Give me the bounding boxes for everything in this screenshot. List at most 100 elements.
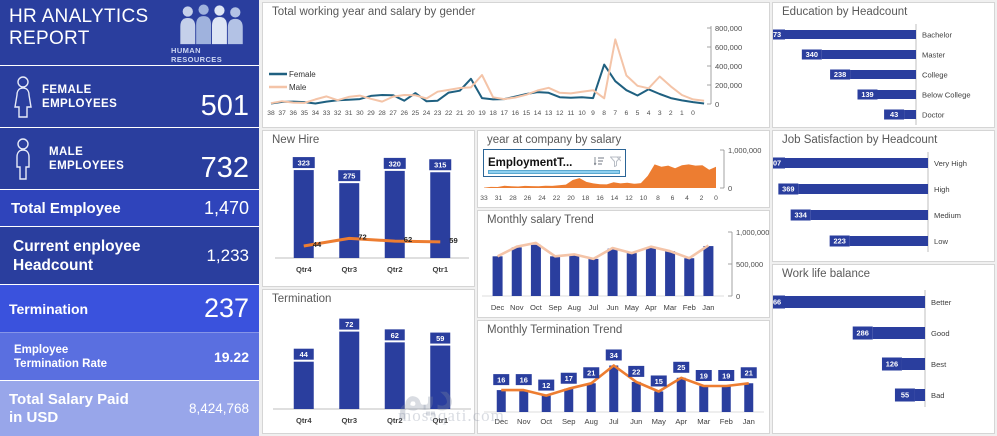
- svg-text:59: 59: [449, 236, 457, 245]
- svg-text:20: 20: [567, 195, 575, 202]
- svg-text:37: 37: [278, 110, 286, 117]
- kpi-total-employee: Total Employee 1,470: [0, 189, 259, 226]
- svg-text:May: May: [625, 303, 640, 312]
- kpi-label: Total Employee: [11, 199, 121, 217]
- svg-text:Very High: Very High: [934, 159, 967, 168]
- svg-text:College: College: [922, 70, 948, 79]
- chart-work-life-balance[interactable]: Work life balance 766 Better 286 Good 126 Bes…: [772, 264, 995, 434]
- svg-text:1,000,000: 1,000,000: [728, 146, 761, 155]
- chart-title: Monthly Termination Trend: [487, 324, 623, 336]
- svg-text:126: 126: [886, 360, 898, 369]
- svg-text:Jun: Jun: [606, 303, 618, 312]
- human-resources-logo: HUMAN RESOURCES: [171, 4, 253, 64]
- svg-text:25: 25: [412, 110, 420, 117]
- svg-text:315: 315: [434, 161, 446, 170]
- svg-text:18: 18: [489, 110, 497, 117]
- svg-text:28: 28: [378, 110, 386, 117]
- svg-text:25: 25: [677, 363, 685, 372]
- svg-text:Apr: Apr: [675, 417, 687, 426]
- chart-title: Total working year and salary by gender: [272, 6, 476, 18]
- chart-monthly-salary-trend[interactable]: Monthly salary Trend Dec Nov Oct Sep Aug Jul J…: [477, 210, 770, 318]
- svg-text:30: 30: [356, 110, 364, 117]
- svg-text:24: 24: [423, 110, 431, 117]
- male-person-icon: [4, 137, 42, 181]
- employment-type-slicer[interactable]: EmploymentT...: [483, 149, 626, 177]
- svg-text:Jul: Jul: [589, 303, 599, 312]
- svg-text:Jul: Jul: [609, 417, 619, 426]
- svg-text:28: 28: [509, 195, 517, 202]
- svg-text:473: 473: [773, 30, 781, 39]
- svg-text:22: 22: [632, 367, 640, 376]
- svg-text:286: 286: [857, 329, 869, 338]
- dashboard-header: HR ANALYTICS REPORT: [0, 0, 259, 65]
- chart-termination-by-quarter[interactable]: Termination 44 Qtr4 72 Qtr3 62 Qtr2 59 Qtr1: [262, 289, 475, 434]
- svg-text:0: 0: [691, 110, 695, 117]
- chart-education-by-headcount[interactable]: Education by Headcount 473 Bachelor 340 Mas…: [772, 2, 995, 128]
- chart-new-hire[interactable]: New Hire 323 Qtr4 275 Qtr3 320 Qtr2 315 Qtr1 44 7…: [262, 130, 475, 287]
- svg-text:31: 31: [345, 110, 353, 117]
- svg-text:10: 10: [640, 195, 648, 202]
- svg-text:238: 238: [834, 70, 846, 79]
- svg-text:13: 13: [545, 110, 553, 117]
- chart-job-satisfaction-by-headcount[interactable]: Job Satisfaction by Headcount 407 Very Hi…: [772, 130, 995, 262]
- svg-text:18: 18: [582, 195, 590, 202]
- chart-title: Work life balance: [782, 268, 870, 280]
- svg-text:6: 6: [671, 195, 675, 202]
- svg-text:Bachelor: Bachelor: [922, 30, 952, 39]
- svg-text:32: 32: [334, 110, 342, 117]
- svg-text:323: 323: [298, 158, 310, 167]
- svg-text:36: 36: [289, 110, 297, 117]
- chart-title: year at company by salary: [487, 134, 622, 146]
- svg-text:24: 24: [538, 195, 546, 202]
- svg-text:59: 59: [436, 334, 444, 343]
- svg-text:9: 9: [591, 110, 595, 117]
- kpi-sidebar: HR ANALYTICS REPORT: [0, 0, 259, 436]
- svg-text:Qtr2: Qtr2: [387, 265, 403, 274]
- svg-text:Jan: Jan: [702, 303, 714, 312]
- chart-total-working-year-salary-by-gender[interactable]: Total working year and salary by gender …: [262, 2, 770, 128]
- svg-text:26: 26: [524, 195, 532, 202]
- kpi-termination-rate: Employee Termination Rate 19.22: [0, 332, 259, 380]
- svg-text:21: 21: [456, 110, 464, 117]
- svg-text:16: 16: [596, 195, 604, 202]
- svg-text:4: 4: [647, 110, 651, 117]
- new-hire-combo-chart: 323 Qtr4 275 Qtr3 320 Qtr2 315 Qtr1 44 72 62 59: [275, 157, 469, 274]
- svg-text:Oct: Oct: [540, 417, 553, 426]
- svg-text:19: 19: [478, 110, 486, 117]
- svg-text:19: 19: [722, 371, 730, 380]
- svg-text:44: 44: [300, 350, 309, 359]
- chart-monthly-termination-trend[interactable]: Monthly Termination Trend Dec Nov Oct Sep Au…: [477, 320, 770, 434]
- kpi-label: FEMALE EMPLOYEES: [42, 83, 118, 110]
- chart-title: Monthly salary Trend: [487, 214, 594, 226]
- svg-text:4: 4: [685, 195, 689, 202]
- svg-text:Female: Female: [289, 70, 316, 79]
- svg-text:12: 12: [556, 110, 564, 117]
- svg-text:55: 55: [901, 391, 909, 400]
- svg-text:Better: Better: [931, 298, 952, 307]
- slicer-scrollbar[interactable]: [488, 170, 620, 174]
- svg-text:320: 320: [389, 159, 401, 168]
- kpi-value: 732: [200, 152, 249, 184]
- svg-text:8: 8: [656, 195, 660, 202]
- svg-text:17: 17: [565, 374, 573, 383]
- svg-text:0: 0: [715, 100, 719, 109]
- svg-text:139: 139: [861, 90, 873, 99]
- svg-text:800,000: 800,000: [715, 24, 742, 33]
- svg-text:22: 22: [553, 195, 561, 202]
- svg-text:Nov: Nov: [517, 417, 531, 426]
- svg-text:Qtr3: Qtr3: [341, 265, 357, 274]
- clear-filter-icon[interactable]: [609, 154, 622, 172]
- svg-text:62: 62: [404, 235, 412, 244]
- kpi-female-employees: FEMALE EMPLOYEES 501: [0, 65, 259, 127]
- chart-year-at-company-by-salary[interactable]: year at company by salary 1,000,000 0 33 31…: [477, 130, 770, 208]
- svg-text:Qtr3: Qtr3: [341, 416, 357, 425]
- svg-text:200,000: 200,000: [715, 81, 742, 90]
- sort-icon[interactable]: [593, 154, 605, 172]
- svg-text:15: 15: [655, 377, 663, 386]
- kpi-value: 501: [200, 90, 249, 122]
- svg-text:Qtr4: Qtr4: [296, 416, 312, 425]
- svg-text:21: 21: [745, 369, 753, 378]
- svg-text:Qtr2: Qtr2: [387, 416, 403, 425]
- svg-text:43: 43: [890, 110, 898, 119]
